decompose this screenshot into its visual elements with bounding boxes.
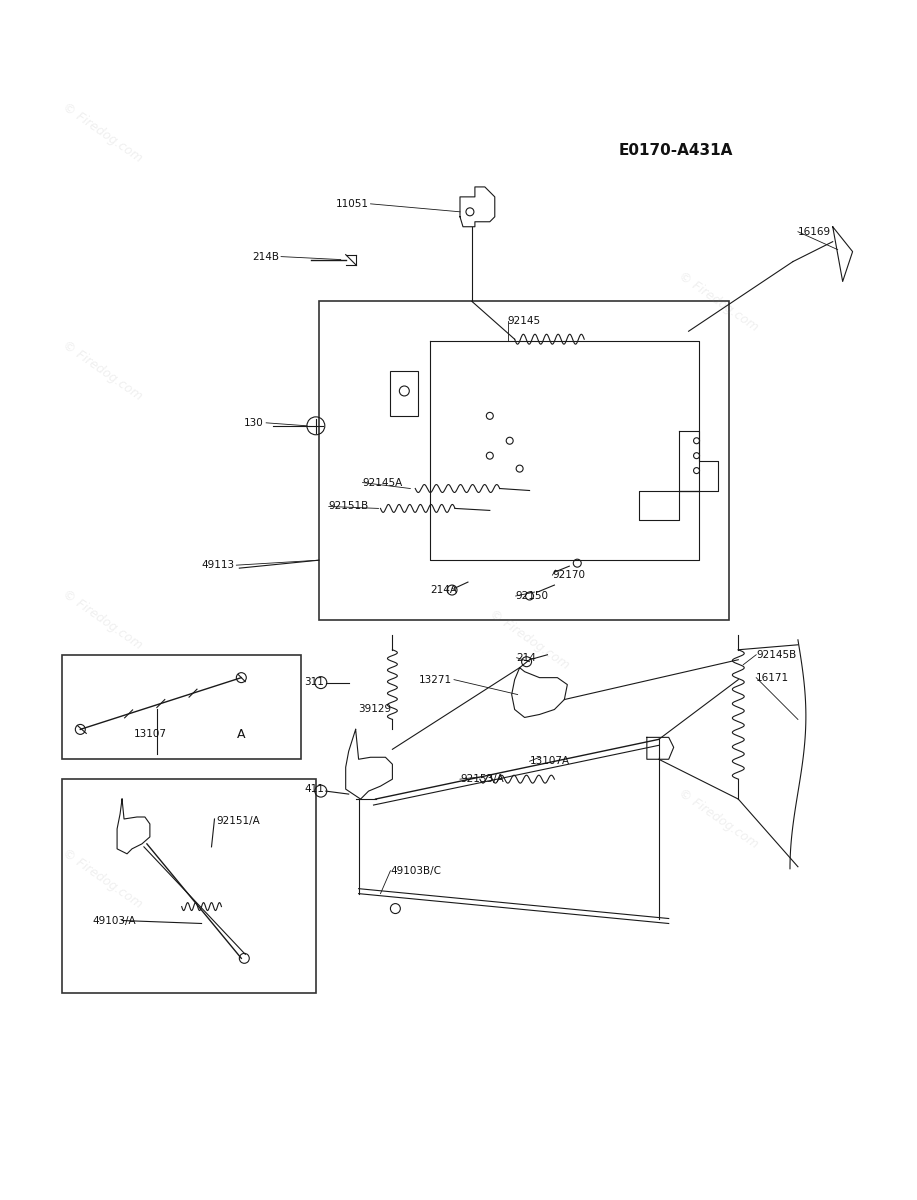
Text: 92145B: 92145B (757, 649, 797, 660)
Text: 92153/A: 92153/A (460, 774, 503, 784)
Text: 13271: 13271 (419, 674, 452, 685)
Text: 92145A: 92145A (362, 478, 403, 487)
Text: © Firedog.com: © Firedog.com (60, 100, 145, 164)
Bar (391, 371, 418, 416)
Text: 49103B/C: 49103B/C (391, 865, 441, 876)
Bar (319, 301, 729, 620)
Text: 311: 311 (304, 677, 324, 686)
Text: A: A (238, 728, 246, 740)
Text: 92150: 92150 (515, 592, 548, 601)
Text: 92145: 92145 (508, 317, 541, 326)
Text: 11051: 11051 (336, 199, 369, 209)
Text: © Firedog.com: © Firedog.com (676, 269, 761, 334)
Text: © Firedog.com: © Firedog.com (676, 787, 761, 851)
Text: E0170-A431A: E0170-A431A (619, 143, 734, 157)
Text: 16171: 16171 (757, 673, 790, 683)
Text: 49103/A: 49103/A (93, 916, 136, 925)
Text: 13107: 13107 (133, 730, 166, 739)
Text: 92170: 92170 (552, 570, 585, 580)
Text: 214: 214 (516, 653, 536, 662)
Text: © Firedog.com: © Firedog.com (487, 607, 572, 672)
Text: 92151/A: 92151/A (216, 816, 260, 826)
Text: 130: 130 (243, 418, 263, 428)
Text: 39129: 39129 (359, 704, 392, 714)
Text: © Firedog.com: © Firedog.com (60, 846, 145, 911)
Text: 49113: 49113 (201, 560, 235, 570)
Text: 214A: 214A (430, 586, 458, 595)
Text: 92151B: 92151B (329, 502, 369, 511)
Bar (62, 655, 301, 760)
Text: © Firedog.com: © Firedog.com (60, 588, 145, 653)
Text: 214B: 214B (252, 252, 279, 262)
Text: 16169: 16169 (798, 227, 831, 236)
Bar (62, 779, 315, 994)
Text: 411: 411 (304, 784, 324, 794)
Text: 13107A: 13107A (529, 756, 569, 767)
Text: © Firedog.com: © Firedog.com (60, 338, 145, 403)
